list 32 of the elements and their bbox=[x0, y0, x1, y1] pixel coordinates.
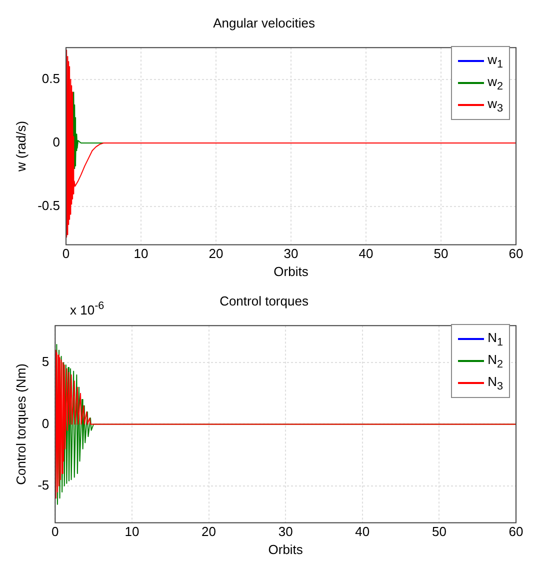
y-tick-label: 5 bbox=[42, 354, 50, 370]
legend-label: N$_{3}$ bbox=[488, 374, 503, 392]
x-tick-label: 50 bbox=[434, 246, 448, 262]
y-tick-label: 0.5 bbox=[42, 70, 60, 86]
x-tick-label: 60 bbox=[508, 246, 524, 262]
x-tick-label: 60 bbox=[508, 524, 524, 540]
x-tick-label: 30 bbox=[284, 246, 298, 262]
chart-title: Angular velocities bbox=[213, 15, 316, 30]
x-tick-label: 40 bbox=[358, 246, 374, 262]
x-tick-label: 10 bbox=[124, 524, 140, 540]
y-tick-label: 0 bbox=[52, 134, 60, 150]
text: x 10$^{-6}$ bbox=[70, 300, 104, 318]
chart-title: Control torques bbox=[220, 293, 309, 308]
y-tick-label: -0.5 bbox=[38, 198, 60, 214]
x-tick-label: 40 bbox=[355, 524, 370, 540]
x-tick-label: 50 bbox=[432, 524, 446, 540]
legend-label: N$_{2}$ bbox=[488, 352, 503, 370]
x-tick-label: 20 bbox=[202, 524, 216, 540]
legend-label: w$_{3}$ bbox=[488, 96, 503, 114]
x-tick-label: 20 bbox=[208, 246, 224, 262]
x-tick-label: 10 bbox=[134, 246, 148, 262]
x-axis-title: Orbits bbox=[268, 542, 304, 557]
y-axis-title: Control torques (Nm) bbox=[13, 364, 28, 485]
y-axis-title: w (rad/s) bbox=[13, 120, 28, 172]
x-axis-title: Orbits bbox=[274, 264, 309, 279]
x-tick-label: 30 bbox=[278, 524, 293, 540]
y-tick-label: -5 bbox=[38, 477, 50, 492]
legend-label: w$_{1}$ bbox=[488, 52, 503, 70]
y-tick-label: 0 bbox=[42, 416, 50, 431]
legend-label: w$_{2}$ bbox=[488, 74, 503, 92]
x-tick-label: 0 bbox=[62, 246, 70, 262]
legend-label: N$_{1}$ bbox=[488, 330, 503, 348]
